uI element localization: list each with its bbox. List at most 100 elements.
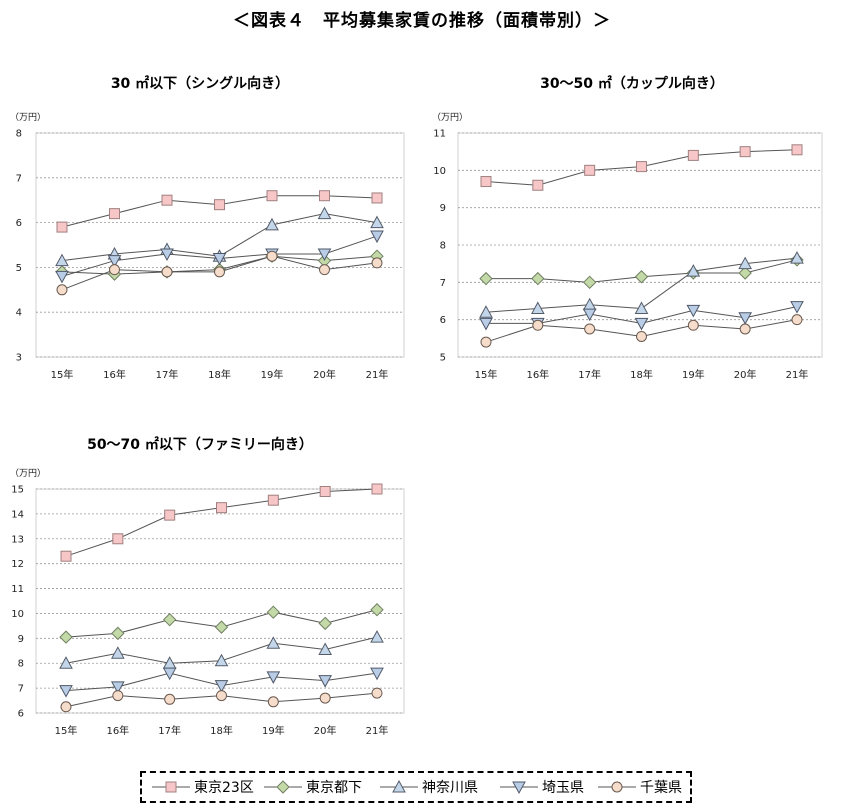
x-tick-label: 16年: [526, 368, 549, 381]
data-point: [791, 314, 803, 326]
data-point: [582, 297, 597, 311]
legend-item: 千葉県: [598, 780, 682, 796]
data-point: [214, 266, 225, 278]
x-tick-label: 21年: [366, 368, 389, 381]
data-point: [371, 483, 383, 495]
data-point: [582, 308, 597, 322]
y-tick-label: 10: [433, 166, 446, 177]
data-point: [161, 266, 173, 278]
data-point: [531, 271, 545, 286]
x-tick-label: 15年: [475, 368, 498, 381]
data-point: [584, 323, 596, 335]
data-point: [161, 194, 173, 206]
legend-item: 東京都下: [264, 780, 362, 796]
data-point: [107, 255, 122, 268]
plot-frame: [35, 488, 405, 714]
data-point: [111, 626, 125, 641]
data-point: [214, 199, 225, 211]
data-point: [266, 190, 278, 202]
data-point: [319, 692, 331, 704]
x-tick-label: 19年: [262, 724, 285, 737]
data-point: [56, 284, 68, 296]
data-point: [370, 603, 384, 617]
legend-item: 神奈川県: [380, 779, 478, 796]
data-point: [634, 270, 649, 284]
data-point: [59, 685, 73, 698]
y-tick-label: 12: [11, 559, 24, 570]
data-point: [266, 605, 281, 619]
y-tick-label: 9: [440, 203, 446, 214]
data-point: [109, 264, 120, 276]
y-tick-label: 11: [433, 129, 446, 140]
y-tick-label: 6: [440, 315, 446, 326]
legend-label: 埼玉県: [542, 780, 584, 796]
chart-title: 30～50 ㎡（カップル向き）: [540, 75, 724, 92]
legend-marker: [165, 781, 177, 793]
data-point: [479, 271, 493, 286]
legend-marker: [512, 781, 526, 795]
data-point: [55, 270, 69, 284]
data-point: [162, 667, 177, 681]
data-point: [532, 179, 544, 191]
data-point: [479, 305, 493, 318]
data-point: [112, 533, 124, 545]
y-tick-label: 13: [11, 534, 24, 545]
x-tick-label: 17年: [578, 368, 601, 381]
data-point: [479, 317, 493, 331]
data-point: [636, 161, 647, 173]
y-tick-label: 9: [18, 634, 24, 645]
y-tick-label: 5: [16, 263, 22, 274]
data-point: [582, 275, 597, 290]
plot-frame: [35, 132, 405, 358]
x-tick-label: 17年: [156, 368, 179, 381]
y-tick-label: 11: [11, 584, 24, 595]
data-point: [636, 330, 647, 342]
data-point: [739, 323, 751, 335]
data-point: [266, 250, 278, 262]
data-point: [530, 301, 545, 314]
data-point: [112, 690, 124, 702]
legend-marker: [611, 781, 623, 793]
data-point: [267, 494, 279, 506]
data-point: [532, 319, 544, 331]
legend-item: 埼玉県: [500, 780, 584, 796]
data-point: [370, 215, 384, 229]
data-point: [162, 612, 177, 627]
data-point: [60, 550, 72, 562]
data-point: [634, 317, 649, 331]
page-title: ＜図表４ 平均募集家賃の推移（面積帯別）＞: [233, 11, 611, 31]
chart-title: 30 ㎡以下（シングル向き）: [111, 75, 289, 92]
data-point: [164, 509, 176, 521]
chart-1: 30 ㎡以下（シングル向き） （万円） 3 4 5 6 7 8 15年 16年 17年 18年 19年 2…: [10, 75, 405, 381]
x-tick-label: 18年: [208, 368, 231, 381]
data-point: [686, 304, 701, 318]
y-tick-label: 6: [16, 218, 22, 229]
data-point: [56, 221, 68, 233]
x-tick-label: 19年: [682, 368, 705, 381]
data-point: [738, 266, 752, 280]
y-tick-label: 7: [16, 173, 22, 184]
y-tick-label: 7: [440, 278, 446, 289]
x-tick-label: 17年: [158, 724, 181, 737]
data-point: [216, 690, 227, 702]
data-point: [319, 485, 331, 497]
data-point: [480, 336, 492, 348]
chart-title: 50～70 ㎡以下（ファミリー向き）: [87, 436, 313, 453]
data-point: [59, 656, 73, 669]
data-point: [319, 264, 330, 276]
x-tick-label: 21年: [366, 724, 389, 737]
data-point: [160, 248, 174, 262]
y-tick-label: 10: [11, 609, 24, 620]
legend: 東京23区 東京都下 神奈川県 埼玉県 千葉県: [140, 771, 692, 803]
data-point: [317, 248, 332, 262]
data-point: [370, 630, 384, 643]
data-point: [266, 671, 281, 684]
data-point: [370, 667, 384, 681]
data-point: [265, 217, 279, 231]
legend-canvas: 東京23区 東京都下 神奈川県 埼玉県 千葉県: [152, 779, 682, 796]
data-point: [110, 681, 125, 694]
y-tick-label: 4: [16, 308, 22, 319]
x-tick-label: 15年: [55, 724, 78, 737]
data-point: [318, 642, 333, 656]
